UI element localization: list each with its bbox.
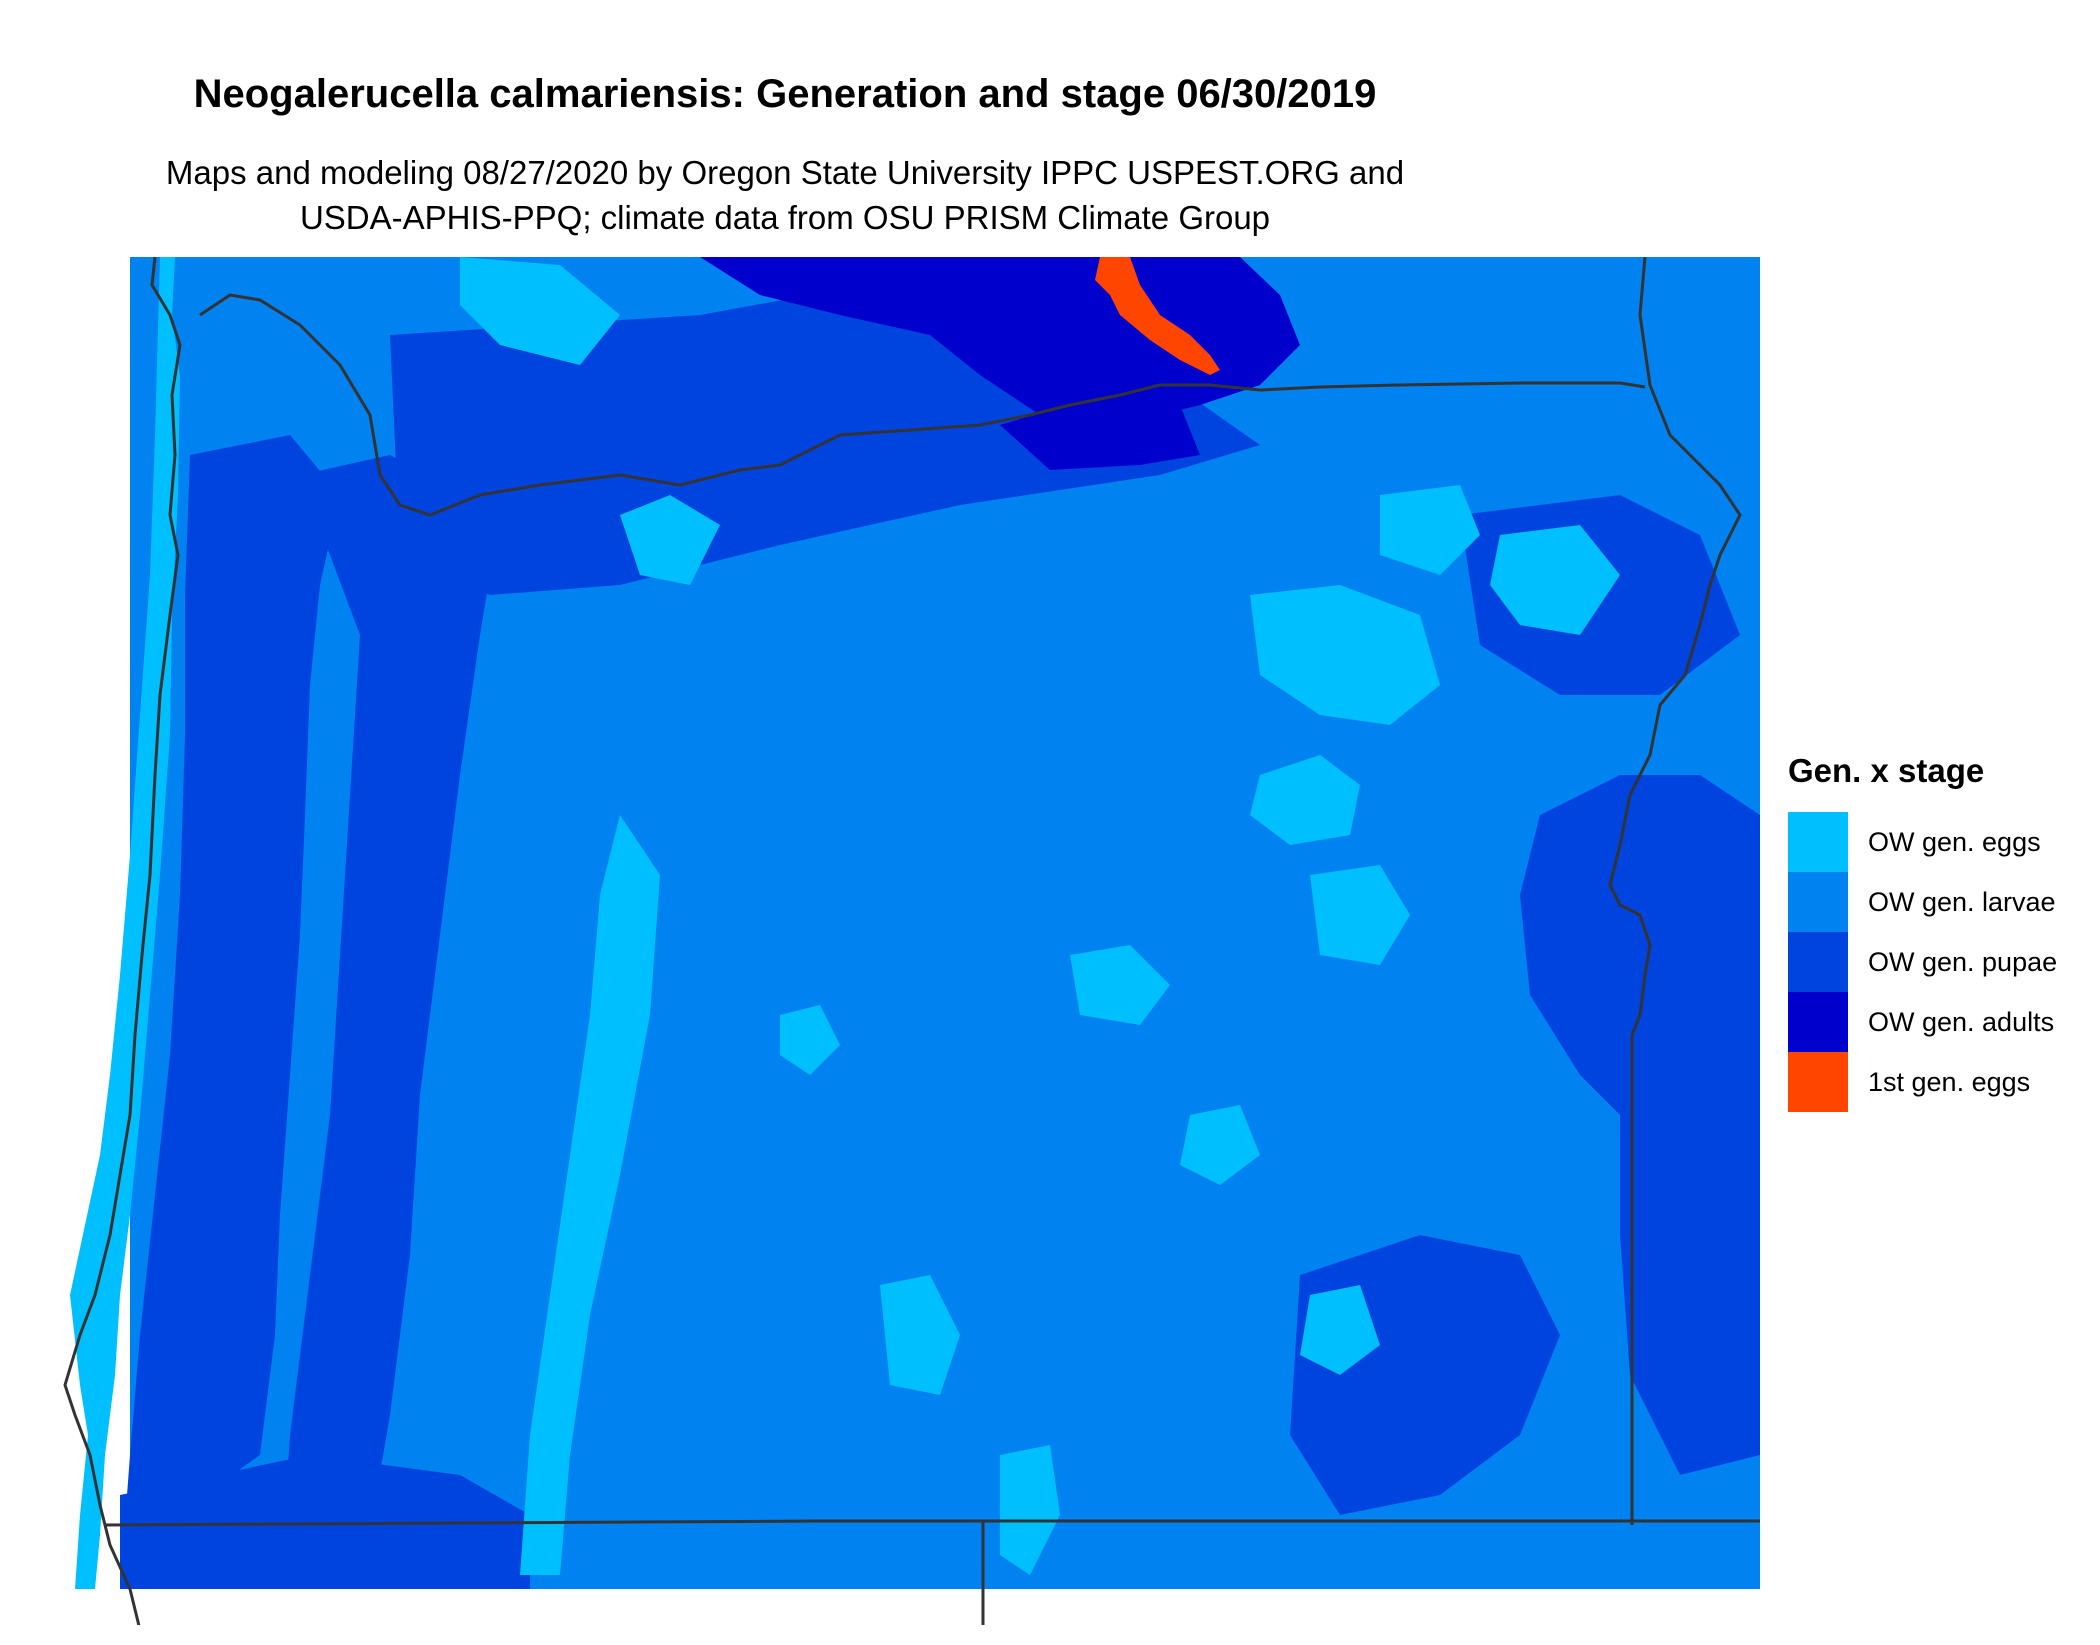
- region-central-eggs-4: [1180, 1105, 1260, 1185]
- legend-label-ow-adults: OW gen. adults: [1868, 1006, 2055, 1037]
- region-north-eggs-patch: [620, 495, 720, 585]
- legend-label-ow-eggs: OW gen. eggs: [1868, 826, 2041, 857]
- region-south-pupae-1: [130, 1485, 290, 1589]
- legend-label-first-gen-eggs: 1st gen. eggs: [1868, 1066, 2031, 1097]
- legend-swatch-ow-pupae: [1788, 932, 1848, 992]
- map-title: Neogalerucella calmariensis: Generation …: [193, 72, 1377, 116]
- region-first-gen-eggs: [1095, 257, 1220, 375]
- legend-swatch-ow-adults: [1788, 992, 1848, 1052]
- legend-title: Gen. x stage: [1788, 752, 1985, 789]
- region-northwest-eggs: [460, 257, 620, 365]
- legend-item-ow-larvae: OW gen. larvae: [1788, 872, 2088, 932]
- legend-label-ow-pupae: OW gen. pupae: [1868, 946, 2058, 977]
- legend-item-ow-adults: OW gen. adults: [1788, 992, 2088, 1052]
- region-gorge-adults: [700, 257, 1300, 425]
- legend-label-ow-larvae: OW gen. larvae: [1868, 886, 2056, 917]
- region-central-eggs-6: [1300, 1285, 1380, 1375]
- snake-river-border: [1608, 256, 1742, 1525]
- region-cascade-eggs: [520, 815, 660, 1575]
- legend-swatch-ow-larvae: [1788, 872, 1848, 932]
- region-central-eggs-7: [780, 1005, 840, 1075]
- southern-border: [104, 1519, 1760, 1527]
- subtitle-line-1: Maps and modeling 08/27/2020 by Oregon S…: [165, 154, 1405, 191]
- region-central-eggs-2: [1310, 865, 1410, 965]
- legend-item-first-gen-eggs: 1st gen. eggs: [1788, 1052, 2088, 1112]
- region-central-eggs-3: [1070, 945, 1170, 1025]
- region-willamette-pupae: [280, 455, 500, 1589]
- legend-item-ow-pupae: OW gen. pupae: [1788, 932, 2088, 992]
- oregon-stage-map: [60, 255, 1760, 1625]
- region-far-east-pupae: [1620, 855, 1760, 1475]
- legend-item-ow-eggs: OW gen. eggs: [1788, 812, 2088, 872]
- subtitle-line-2: USDA-APHIS-PPQ; climate data from OSU PR…: [299, 199, 1271, 236]
- legend-swatch-first-gen-eggs: [1788, 1052, 1848, 1112]
- map-svg: [63, 256, 1760, 1625]
- region-coastal-eggs: [70, 257, 180, 1589]
- legend: Gen. x stage OW gen. eggs OW gen. larvae…: [1788, 752, 2088, 1112]
- columbia-river-border: [199, 293, 1646, 517]
- state-boundaries: [63, 256, 1760, 1625]
- region-north-central-eggs: [1250, 585, 1440, 725]
- region-gorge-adults-south: [1000, 395, 1200, 470]
- coastline: [63, 256, 182, 1625]
- region-central-eggs-5: [880, 1275, 960, 1395]
- legend-swatch-ow-eggs: [1788, 812, 1848, 872]
- region-central-eggs-1: [1250, 755, 1360, 845]
- region-northeast-eggs: [1490, 525, 1620, 635]
- region-central-eggs-8: [1380, 485, 1480, 575]
- region-south-eggs: [1000, 1445, 1060, 1575]
- region-coast-range-pupae: [120, 435, 340, 1589]
- map-subtitle: Maps and modeling 08/27/2020 by Oregon S…: [120, 150, 1450, 240]
